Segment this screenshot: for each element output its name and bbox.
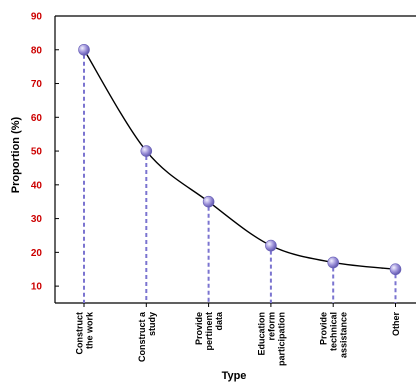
y-tick-label: 70: [31, 79, 43, 90]
x-tick-label: participation: [276, 312, 286, 366]
x-tick-label: the work: [85, 311, 95, 349]
y-ticks: 10 20 30 40 50 60 70 80 90: [31, 12, 59, 293]
x-tick-label: reform: [266, 312, 276, 341]
data-point: [327, 256, 340, 269]
x-tick-label: Provide: [194, 312, 204, 345]
y-tick-label: 80: [31, 45, 43, 56]
x-axis-title: Type: [222, 370, 247, 382]
x-tick-label: Education: [256, 312, 266, 356]
x-tick-label: Provide: [319, 312, 329, 345]
markers: [78, 43, 402, 276]
data-point: [202, 195, 215, 208]
y-tick-label: 60: [31, 113, 43, 124]
y-axis-title: Proportion (%): [10, 116, 22, 193]
series-line: [83, 49, 396, 270]
y-tick-label: 40: [31, 180, 43, 191]
x-tick-label: Other: [391, 312, 401, 337]
data-point: [389, 263, 402, 276]
data-point: [265, 239, 277, 252]
y-tick-label: 90: [31, 12, 43, 23]
x-tick-label: assistance: [339, 312, 349, 358]
y-tick-label: 10: [31, 282, 43, 293]
x-tick-label: Construct a: [137, 311, 147, 362]
x-tick-label: study: [147, 312, 157, 336]
y-tick-label: 20: [31, 248, 43, 259]
x-tick-label: data: [214, 311, 224, 331]
y-tick-label: 30: [31, 214, 43, 225]
data-point: [78, 43, 90, 56]
drop-lines: [83, 54, 397, 303]
data-point: [140, 145, 153, 157]
axes: [54, 15, 416, 304]
x-tick-label: pertinent: [204, 312, 214, 351]
x-tick-label: technical: [329, 312, 339, 351]
y-tick-label: 50: [31, 147, 43, 158]
x-tick-label: Construct: [75, 312, 85, 355]
x-ticks: Construct the work Construct a study Provide…: [75, 303, 401, 366]
curve: [83, 49, 396, 270]
